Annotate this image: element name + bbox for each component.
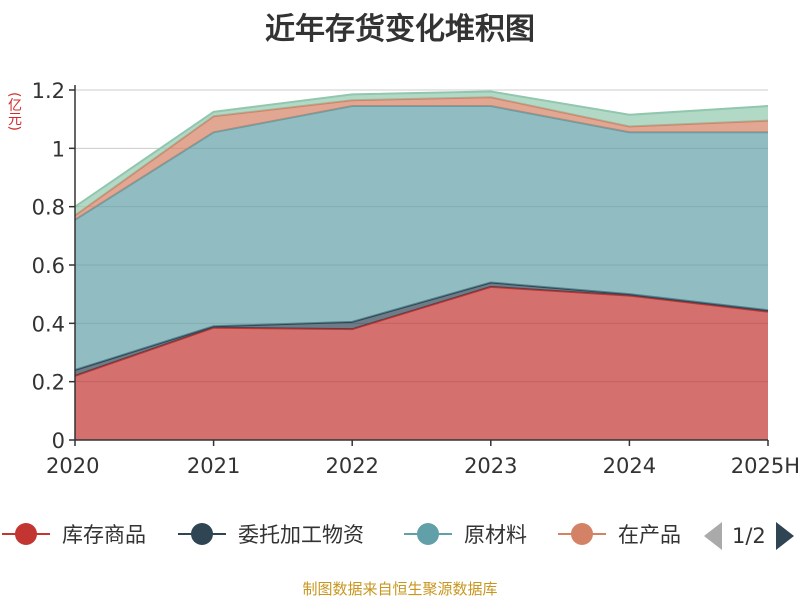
y-axis-unit-label: (亿元) [6,92,22,131]
legend-label: 在产品 [618,523,681,547]
area-series-2 [75,106,768,371]
data-source-note: 制图数据来自恒生聚源数据库 [302,580,498,598]
area-series-0 [75,286,768,440]
legend-item[interactable]: 原材料 [404,514,527,554]
y-tick-label: 0.8 [32,196,65,220]
y-tick-label: 0.2 [32,371,65,395]
legend-marker-icon [558,520,606,548]
legend-item[interactable]: 在产品 [558,514,681,554]
y-tick-label: 1 [52,137,65,161]
legend-marker-icon [178,520,226,548]
legend-label: 库存商品 [62,523,146,547]
legend-label: 委托加工物资 [238,523,364,547]
legend-marker-icon [2,520,50,548]
chart-title: 近年存货变化堆积图 [265,12,535,47]
legend-pager: 1/2 [700,518,800,554]
line-series-4 [74,90,769,208]
x-tick-label: 2022 [325,454,378,478]
legend-page-indicator: 1/2 [732,524,766,548]
x-tick-label: 2020 [46,454,99,478]
x-tick-label: 2024 [603,454,656,478]
legend-next-page-icon[interactable] [775,522,794,550]
legend-label: 原材料 [464,523,527,547]
line-series-2 [74,105,768,221]
legend-prev-page-icon[interactable] [704,522,722,550]
legend-marker-icon [404,520,452,548]
legend-item[interactable]: 委托加工物资 [178,514,364,554]
y-tick-label: 0.4 [32,312,65,336]
x-tick-label: 2025H [731,454,800,478]
x-tick-label: 2021 [187,454,240,478]
y-tick-label: 0 [52,429,65,453]
x-tick-label: 2023 [464,454,517,478]
y-tick-label: 1.2 [32,79,65,103]
y-tick-label: 0.6 [32,254,65,278]
legend-item[interactable]: 库存商品 [2,514,146,554]
chart-legend: 库存商品 委托加工物资 原材料 在产品 [0,514,690,554]
